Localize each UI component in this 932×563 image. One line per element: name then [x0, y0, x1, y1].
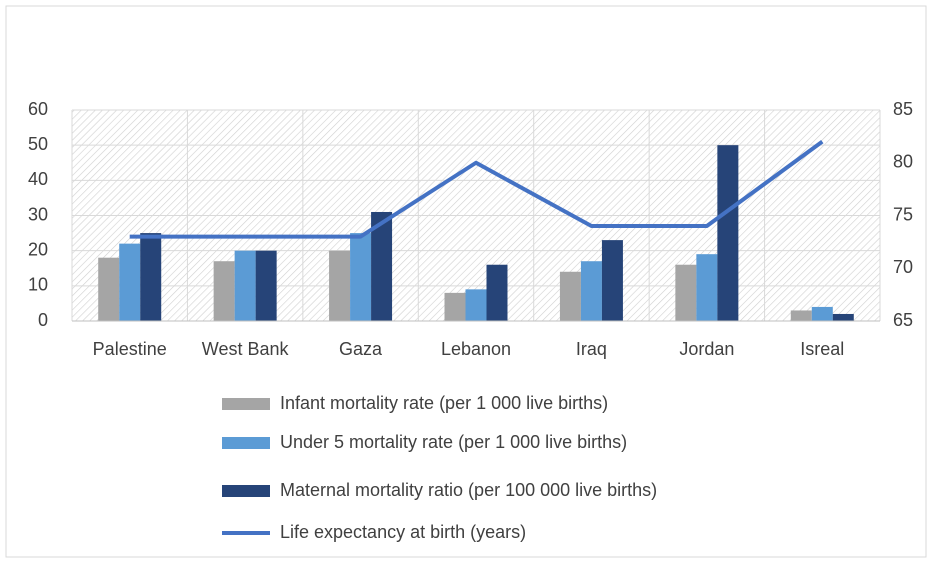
bar — [465, 289, 487, 321]
bar — [790, 310, 812, 321]
bar — [329, 250, 351, 321]
legend-label: Infant mortality rate (per 1 000 live bi… — [280, 393, 608, 413]
bar — [601, 240, 623, 321]
bar — [98, 257, 120, 321]
y2-tick-label: 70 — [893, 257, 913, 277]
bar — [234, 250, 256, 321]
y-tick-label: 20 — [28, 239, 48, 259]
line — [129, 140, 824, 239]
y-tick-label: 30 — [28, 204, 48, 224]
y2-tick-label: 85 — [893, 99, 913, 119]
bar — [255, 250, 277, 321]
y-tick-label: 10 — [28, 275, 48, 295]
legend-marker — [222, 485, 270, 497]
y-tick-label: 0 — [38, 310, 48, 330]
y-tick-label: 40 — [28, 169, 48, 189]
bar — [811, 306, 833, 321]
x-tick-label: Jordan — [679, 339, 734, 359]
bar — [350, 233, 372, 321]
bar — [486, 264, 508, 321]
x-tick-label: Isreal — [800, 339, 844, 359]
bar — [119, 243, 141, 321]
bar — [140, 233, 162, 321]
bar — [559, 271, 581, 321]
bar — [696, 254, 718, 321]
x-tick-label: Gaza — [339, 339, 383, 359]
bar — [832, 313, 854, 321]
legend-label: Maternal mortality ratio (per 100 000 li… — [280, 480, 657, 500]
legend-marker — [222, 398, 270, 410]
x-tick-label: Palestine — [93, 339, 167, 359]
y2-tick-label: 65 — [893, 310, 913, 330]
y2-tick-label: 75 — [893, 204, 913, 224]
legend-marker — [222, 437, 270, 449]
bar — [371, 211, 393, 321]
bar — [675, 264, 697, 321]
y-tick-label: 60 — [28, 99, 48, 119]
x-tick-label: Iraq — [576, 339, 607, 359]
x-tick-label: West Bank — [202, 339, 290, 359]
y2-tick-label: 80 — [893, 152, 913, 172]
legend-label: Under 5 mortality rate (per 1 000 live b… — [280, 432, 627, 452]
bar — [717, 145, 739, 321]
bar — [444, 292, 466, 321]
y-tick-label: 50 — [28, 134, 48, 154]
bar — [580, 261, 602, 321]
x-tick-label: Lebanon — [441, 339, 511, 359]
legend-label: Life expectancy at birth (years) — [280, 522, 526, 542]
bar — [213, 261, 235, 321]
